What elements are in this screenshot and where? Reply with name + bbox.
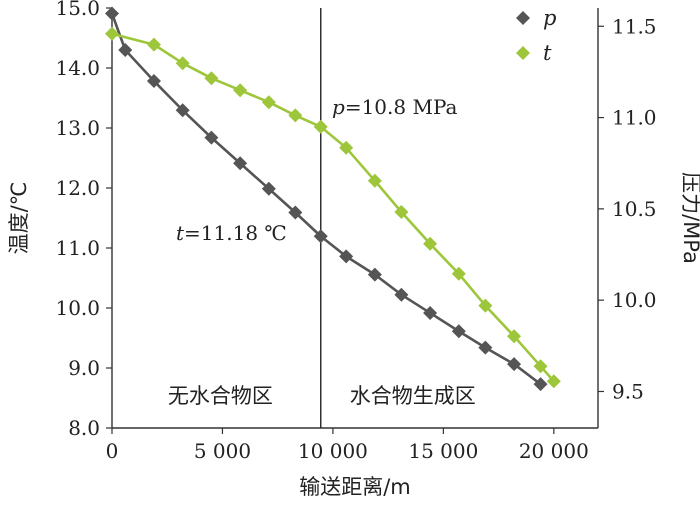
- series-line-t: [111, 32, 555, 383]
- point-t: [288, 108, 303, 123]
- point-p: [261, 181, 276, 196]
- y-right-tick-label: 11.5: [612, 14, 657, 38]
- y-left-tick-label: 13.0: [55, 116, 100, 140]
- point-t: [175, 56, 190, 71]
- point-t: [105, 26, 119, 41]
- point-p: [233, 156, 248, 171]
- point-p: [204, 130, 219, 145]
- point-t: [261, 95, 276, 110]
- y-left-tick-label: 12.0: [55, 176, 100, 200]
- point-t: [394, 205, 409, 219]
- point-p: [313, 229, 328, 244]
- region-label-no-hydrate: 无水合物区: [168, 384, 273, 408]
- point-t: [546, 374, 561, 389]
- legend: pt: [516, 6, 556, 65]
- point-t: [233, 83, 248, 98]
- y-right-tick-label: 10.0: [612, 288, 657, 312]
- y-left-tick-label: 10.0: [55, 296, 100, 320]
- annotation-p-value: p=10.8 MPa: [332, 95, 457, 119]
- point-p: [288, 205, 303, 220]
- point-t: [146, 37, 161, 52]
- y-axis-right-title: 压力/MPa: [679, 172, 700, 264]
- point-t: [533, 359, 548, 374]
- point-p: [367, 267, 382, 282]
- x-tick-label: 15 000: [408, 439, 478, 463]
- y-right-tick-label: 10.5: [612, 197, 657, 221]
- x-tick-label: 20 000: [519, 439, 589, 463]
- point-p: [533, 377, 548, 392]
- point-t: [478, 298, 493, 313]
- y-right-tick-label: 9.5: [612, 379, 644, 403]
- y-left-tick-label: 15.0: [55, 0, 100, 20]
- point-t: [313, 119, 328, 134]
- point-t: [507, 329, 522, 344]
- x-tick-label: 5 000: [194, 439, 251, 463]
- y-left-tick-label: 8.0: [68, 416, 100, 440]
- point-p: [451, 324, 466, 339]
- point-p: [478, 340, 493, 355]
- point-t: [204, 71, 219, 86]
- x-tick-label: 10 000: [298, 439, 368, 463]
- point-t: [339, 140, 354, 155]
- point-p: [394, 287, 409, 302]
- y-right-tick-label: 11.0: [612, 106, 657, 130]
- point-p: [146, 74, 161, 89]
- point-t: [367, 173, 382, 188]
- point-p: [175, 103, 190, 118]
- legend-label-t: t: [543, 41, 552, 65]
- y-axis-left-title: 温度/℃: [7, 182, 31, 255]
- region-label-hydrate-formation: 水合物生成区: [350, 384, 476, 408]
- y-left-tick-label: 14.0: [55, 56, 100, 80]
- point-p: [423, 305, 438, 320]
- y-left-tick-label: 9.0: [68, 356, 100, 380]
- series-line-p: [110, 13, 542, 386]
- legend-marker-t: [516, 46, 530, 60]
- point-p: [507, 357, 522, 372]
- point-p: [118, 43, 133, 57]
- legend-label-p: p: [543, 6, 556, 30]
- point-t: [423, 236, 438, 251]
- point-p: [339, 249, 354, 264]
- point-p: [105, 6, 119, 21]
- legend-marker-p: [516, 11, 530, 25]
- x-tick-label: 0: [106, 439, 119, 463]
- point-t: [451, 266, 466, 281]
- y-left-tick-label: 11.0: [55, 236, 100, 260]
- annotation-t-value: t=11.18 ℃: [176, 221, 287, 245]
- x-axis-title: 输送距离/m: [299, 475, 411, 499]
